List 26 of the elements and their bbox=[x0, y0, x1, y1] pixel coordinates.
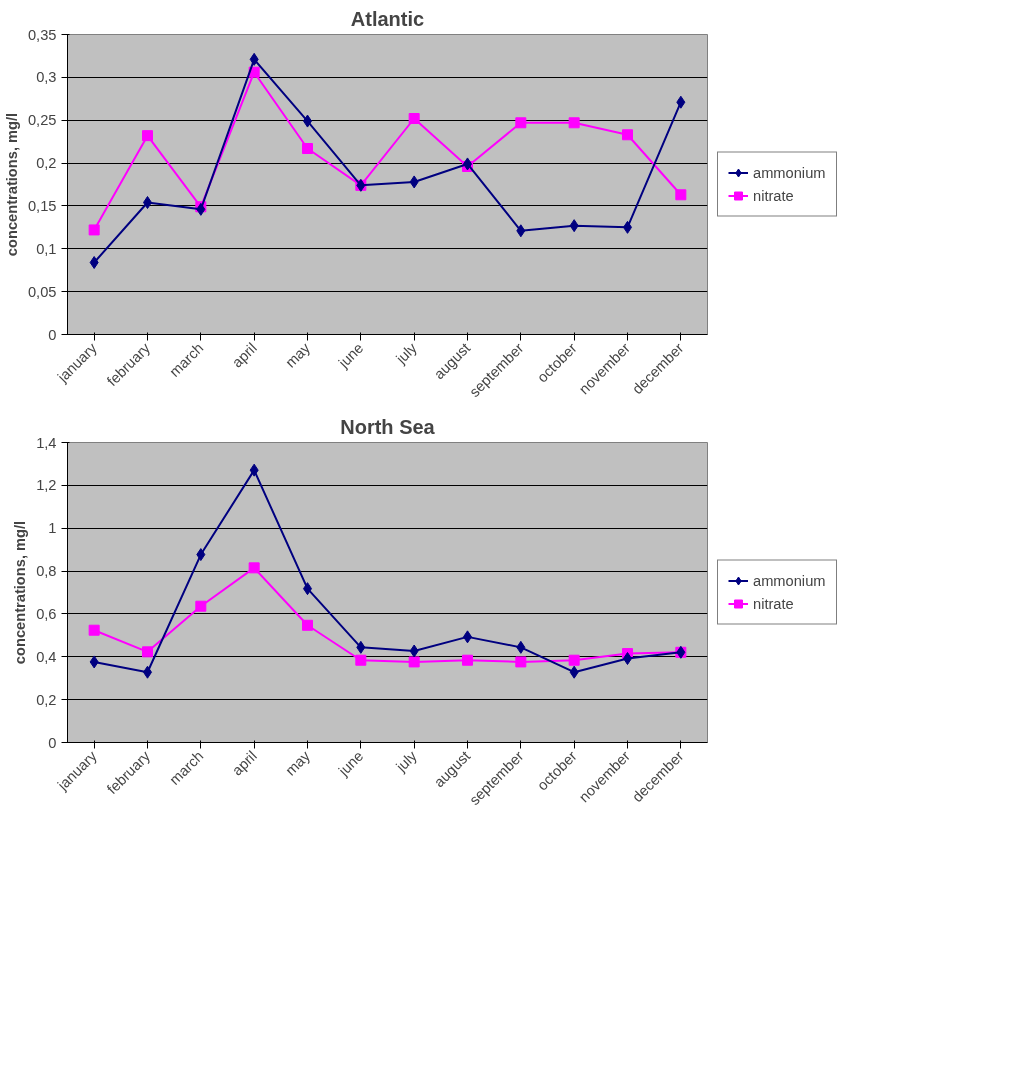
y-tick-label: 0,2 bbox=[36, 691, 57, 708]
y-tick-label: 0,35 bbox=[27, 26, 57, 43]
y-tick-label: 0,2 bbox=[36, 155, 57, 172]
chart-title: Atlantic bbox=[350, 7, 425, 30]
y-tick-label: 0,6 bbox=[36, 605, 57, 622]
y-tick-label: 0,05 bbox=[27, 283, 57, 300]
y-axis-title: concentrations, mg/l bbox=[3, 112, 20, 257]
legend-label: nitrate bbox=[753, 595, 794, 612]
y-tick-label: 0,3 bbox=[36, 69, 57, 86]
y-tick-label: 0,15 bbox=[27, 197, 57, 214]
y-tick-label: 0,8 bbox=[36, 563, 57, 580]
y-tick-label: 1,2 bbox=[36, 477, 57, 494]
y-tick-label: 1,4 bbox=[36, 434, 57, 451]
chart-title: North Sea bbox=[340, 415, 436, 438]
y-tick-label: 0,25 bbox=[27, 112, 57, 129]
legend-label: nitrate bbox=[753, 187, 794, 204]
y-tick-label: 0 bbox=[48, 326, 57, 343]
y-axis-title: concentrations, mg/l bbox=[12, 520, 29, 665]
y-tick-label: 0 bbox=[48, 734, 57, 751]
x-tick-label: july bbox=[392, 747, 421, 776]
y-tick-label: 1 bbox=[48, 520, 57, 537]
y-tick-label: 0,1 bbox=[36, 240, 57, 257]
legend-label: ammonium bbox=[753, 572, 826, 589]
legend-label: ammonium bbox=[753, 164, 826, 181]
x-tick-label: july bbox=[392, 339, 421, 368]
y-tick-label: 0,4 bbox=[36, 648, 57, 665]
